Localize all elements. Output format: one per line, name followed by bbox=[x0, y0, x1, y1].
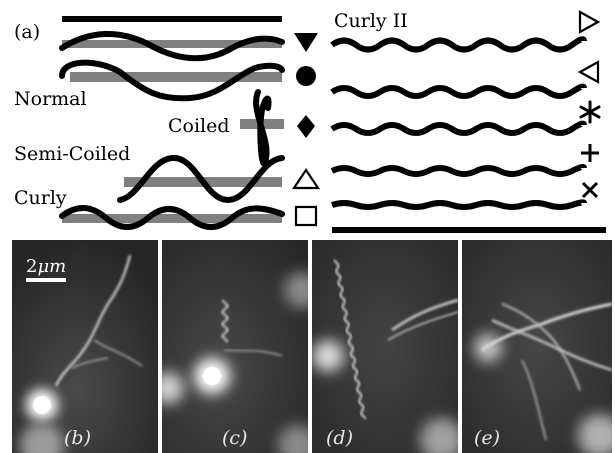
marker-open-right-triangle bbox=[578, 10, 601, 34]
micrograph-label-d: (d) bbox=[326, 427, 353, 449]
curly-ii-wave-1 bbox=[330, 36, 587, 53]
marker-open-up-triangle bbox=[291, 168, 321, 190]
micrograph-b: 2μm (b) bbox=[12, 240, 158, 453]
curly-ii-wave-3 bbox=[330, 120, 587, 136]
filament-coil bbox=[253, 89, 272, 167]
label-normal: Normal bbox=[14, 88, 87, 110]
micrograph-label-c: (c) bbox=[222, 427, 247, 449]
micrograph-row: 2μm (b) (c) bbox=[12, 240, 612, 453]
marker-open-left-triangle bbox=[577, 60, 600, 84]
marker-plus bbox=[581, 144, 599, 162]
fit-bar-row2 bbox=[70, 72, 282, 82]
micrograph-e: (e) bbox=[462, 240, 612, 453]
schematic-panel-a: (a) Normal Coiled Semi-Coiled Curly Curl… bbox=[14, 10, 606, 233]
curly-ii-wave-4 bbox=[330, 164, 587, 177]
filament-wave-curly bbox=[59, 205, 285, 230]
label-semi-coiled: Semi-Coiled bbox=[14, 143, 130, 165]
label-curly-ii: Curly II bbox=[334, 10, 408, 32]
micrograph-c: (c) bbox=[162, 240, 308, 453]
marker-filled-diamond bbox=[297, 115, 315, 138]
fit-bar-curly bbox=[62, 214, 282, 223]
micrograph-label-b: (b) bbox=[64, 427, 91, 449]
micrograph-label-e: (e) bbox=[474, 427, 500, 449]
scale-bar-label: 2μm bbox=[26, 256, 66, 277]
marker-filled-down-triangle bbox=[294, 33, 318, 52]
curly-ii-wave-5 bbox=[331, 199, 587, 210]
marker-cross bbox=[581, 181, 599, 199]
micrograph-d: (d) bbox=[312, 240, 458, 453]
label-coiled: Coiled bbox=[168, 115, 230, 137]
label-curly: Curly bbox=[14, 187, 67, 209]
scale-bar bbox=[26, 278, 66, 282]
filament-wave-row2 bbox=[59, 59, 285, 102]
marker-open-square bbox=[294, 205, 318, 227]
marker-asterisk bbox=[579, 100, 601, 124]
curly-ii-wave-2 bbox=[330, 83, 587, 99]
filament-wave-semi-coiled bbox=[117, 155, 285, 204]
fit-bar-row1 bbox=[62, 40, 282, 48]
marker-filled-circle bbox=[296, 66, 316, 86]
filament-wave-row1 bbox=[59, 31, 285, 62]
panel-a-label: (a) bbox=[14, 21, 40, 43]
